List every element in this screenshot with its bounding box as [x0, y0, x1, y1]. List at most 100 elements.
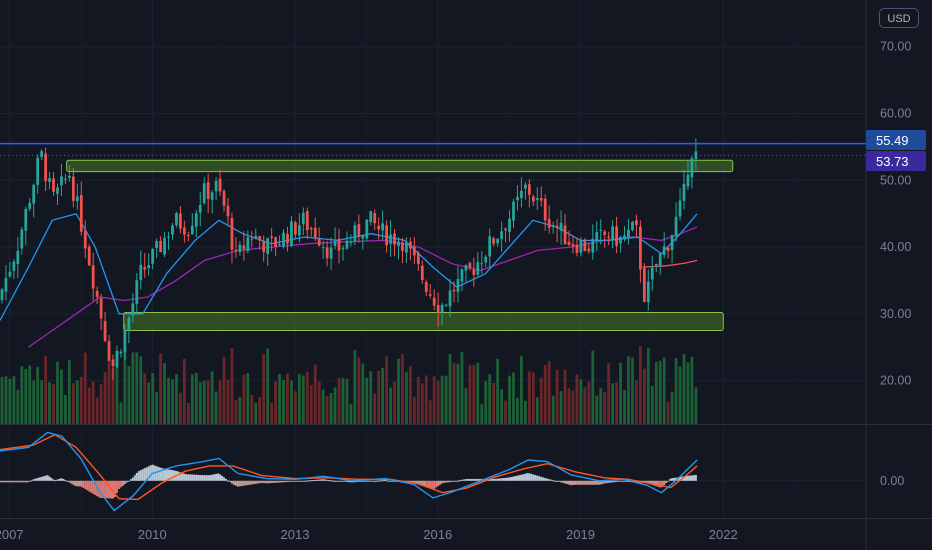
- macd-histogram-bar: [16, 480, 19, 483]
- macd-histogram-bar: [536, 475, 539, 481]
- volume-bar: [325, 396, 329, 424]
- volume-bar: [464, 388, 468, 424]
- macd-histogram-bar: [512, 476, 515, 481]
- candle-body: [595, 232, 599, 241]
- candle-body: [551, 225, 555, 228]
- volume-bar: [95, 397, 99, 424]
- macd-histogram-bar: [62, 478, 65, 481]
- volume-bar: [567, 388, 571, 424]
- candle-body: [242, 245, 246, 249]
- macd-histogram-bar: [234, 480, 237, 486]
- macd-histogram-bar: [30, 480, 33, 482]
- volume-bar: [397, 358, 400, 424]
- macd-histogram-bar: [254, 480, 257, 484]
- macd-histogram-bar: [605, 480, 608, 484]
- macd-histogram-bar: [74, 480, 77, 486]
- volume-bar: [111, 367, 115, 424]
- volume-bar: [607, 363, 611, 424]
- volume-bar: [107, 356, 111, 424]
- macd-histogram-bar: [20, 480, 23, 483]
- candle-body: [210, 192, 214, 200]
- macd-histogram-bar: [10, 480, 13, 483]
- volume-bar: [151, 372, 155, 424]
- macd-histogram-bar: [157, 466, 160, 481]
- candle-body: [599, 229, 603, 232]
- candle-body: [619, 236, 622, 244]
- volume-bar: [262, 354, 266, 424]
- price-levels[interactable]: [0, 142, 866, 156]
- currency-button[interactable]: USD: [879, 8, 919, 28]
- macd-histogram-bar: [296, 480, 299, 482]
- macd-histogram-bar: [191, 474, 194, 481]
- macd-histogram-bar: [205, 475, 208, 481]
- macd-histogram-bar: [18, 480, 21, 483]
- macd-histogram-bar: [383, 480, 386, 482]
- price-tags: 55.49 53.73: [866, 130, 926, 171]
- volume-bar: [638, 346, 642, 424]
- macd-histogram-bar: [50, 478, 53, 481]
- candle-body: [516, 196, 519, 201]
- macd-histogram-bar: [449, 480, 452, 483]
- macd-histogram-bar: [510, 476, 513, 481]
- macd-histogram-bar: [203, 475, 206, 481]
- macd-histogram-bar: [292, 480, 295, 482]
- candle-body: [401, 242, 404, 252]
- macd-histogram-bar: [135, 472, 138, 481]
- macd-histogram-bar: [568, 480, 571, 485]
- volume-bar: [551, 395, 555, 424]
- volume-bar: [254, 403, 258, 424]
- macd-histogram-bar: [338, 480, 341, 482]
- macd-histogram-bar: [679, 476, 682, 481]
- macd-histogram-bar: [68, 480, 71, 483]
- macd-histogram-bar: [217, 473, 220, 481]
- macd-histogram-bar: [611, 480, 614, 483]
- macd-histogram-bar: [28, 480, 31, 482]
- macd-histogram-bar: [550, 479, 553, 481]
- volume-bar: [206, 380, 210, 424]
- volume-bar: [282, 379, 285, 424]
- macd-histogram-bar: [262, 480, 265, 484]
- candle-body: [365, 219, 369, 239]
- x-tick-label: 2013: [281, 527, 310, 542]
- volume-bar: [472, 364, 476, 424]
- macd-histogram-bar: [238, 480, 241, 487]
- candle-body: [40, 151, 44, 158]
- axis-tick-labels: 20.00 30.00 40.00 50.00 60.00 70.00 0.00 2007 20…: [0, 40, 911, 542]
- macd-histogram-bar: [36, 478, 39, 481]
- x-tick-label: 2019: [566, 527, 595, 542]
- macd-histogram-bar: [355, 480, 358, 482]
- candle-body: [278, 244, 281, 246]
- candle-body: [389, 234, 392, 244]
- volume-bar: [619, 362, 622, 424]
- candle-body: [666, 247, 670, 252]
- macd-histogram-bar: [60, 478, 63, 481]
- y-tick-label: 40.00: [880, 240, 911, 254]
- macd-histogram-bar: [209, 475, 212, 481]
- support-resistance-zones[interactable]: [66, 159, 734, 332]
- macd-histogram-bar: [393, 480, 396, 482]
- macd-histogram-bar: [46, 475, 49, 481]
- macd-histogram-bar: [316, 479, 319, 481]
- macd-histogram-bar: [520, 474, 523, 481]
- volume-bar: [198, 382, 202, 424]
- macd-histogram-bar: [427, 480, 430, 489]
- macd-histogram-bar: [439, 480, 442, 485]
- macd-histogram-bar: [528, 473, 531, 481]
- volume-bar: [135, 352, 139, 424]
- volume-bar: [123, 347, 127, 424]
- volume-bar: [175, 374, 178, 424]
- candle-body: [444, 304, 448, 306]
- macd-histogram-bar: [8, 480, 11, 483]
- candle-body: [579, 240, 583, 253]
- volume-bar: [520, 356, 523, 424]
- candle-body: [44, 153, 47, 182]
- macd-histogram-bar: [88, 480, 91, 492]
- macd-histogram-bar: [441, 480, 444, 484]
- last-price-tag: [866, 151, 926, 171]
- macd-histogram-bar: [80, 480, 83, 487]
- volume-bar: [139, 356, 143, 424]
- macd-histogram-bar: [133, 475, 136, 481]
- volume-bar: [301, 375, 305, 424]
- macd-histogram-bar: [121, 480, 124, 486]
